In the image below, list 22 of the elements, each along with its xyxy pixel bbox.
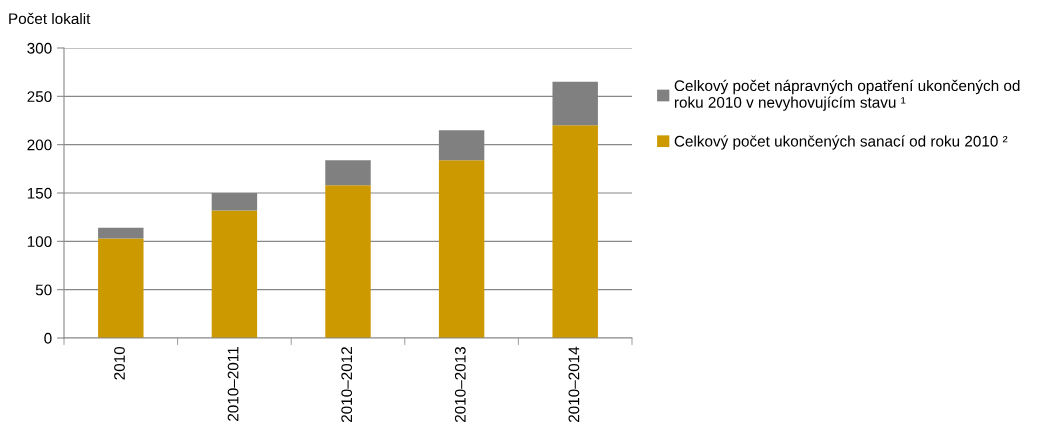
x-tick-label: 2010–2013 <box>454 347 466 423</box>
y-tick-label: 300 <box>27 42 52 54</box>
bar <box>98 227 144 239</box>
x-tick-label: 2010–2012 <box>341 347 353 423</box>
bar <box>211 210 258 338</box>
bar <box>438 160 485 338</box>
y-tick-label: 200 <box>27 139 52 151</box>
y-tick-label: 50 <box>35 284 52 296</box>
y-tick-label: 0 <box>44 332 52 344</box>
y-tick-label: 250 <box>27 91 52 103</box>
y-axis-title: Počet lokalit <box>9 12 91 25</box>
bar <box>98 238 144 338</box>
x-tick-label: 2010–2011 <box>227 347 239 421</box>
y-tick-label: 100 <box>27 236 52 248</box>
x-tick-label: 2010 <box>114 346 125 380</box>
y-tick-label: 150 <box>27 187 52 199</box>
bar <box>552 125 598 338</box>
x-tick-label: 2010–2014 <box>568 346 580 423</box>
bar <box>325 160 371 186</box>
bar <box>325 185 371 338</box>
legend-label: Celkový počet ukončených sanací od roku 2010 ² <box>674 135 1008 150</box>
legend-label: Celkový počet nápravných opatření ukončených od roku 2010 v nevyhovujícím stavu ¹ <box>674 79 1020 111</box>
